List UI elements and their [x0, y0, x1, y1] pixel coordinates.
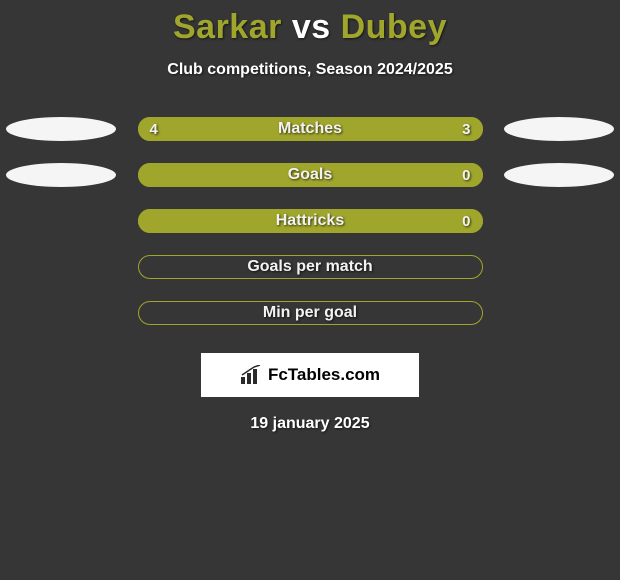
stat-bar: Goals per match: [138, 255, 483, 279]
stat-label: Min per goal: [138, 301, 483, 325]
player1-name: Sarkar: [173, 8, 282, 46]
stat-row: Goals per match: [0, 255, 620, 279]
stat-bar: 0Hattricks: [138, 209, 483, 233]
logo-text: FcTables.com: [268, 365, 380, 385]
stat-row: 0Hattricks: [0, 209, 620, 233]
comparison-title: Sarkar vs Dubey: [0, 0, 620, 47]
stat-bar: 0Goals: [138, 163, 483, 187]
stat-row: 0Goals: [0, 163, 620, 187]
player2-name: Dubey: [341, 8, 447, 46]
stat-label: Hattricks: [138, 209, 483, 233]
stat-label: Matches: [138, 117, 483, 141]
stat-row: 43Matches: [0, 117, 620, 141]
stat-bar: Min per goal: [138, 301, 483, 325]
player1-avatar-placeholder: [6, 163, 116, 187]
stat-row: Min per goal: [0, 301, 620, 325]
player1-avatar-placeholder: [6, 117, 116, 141]
subtitle: Club competitions, Season 2024/2025: [0, 61, 620, 79]
vs-text: vs: [292, 8, 331, 46]
player2-avatar-placeholder: [504, 117, 614, 141]
comparison-rows: 43Matches 0Goals 0Hattricks Goals per match…: [0, 117, 620, 325]
fctables-logo: FcTables.com: [201, 353, 419, 397]
player2-avatar-placeholder: [504, 163, 614, 187]
stat-label: Goals per match: [138, 255, 483, 279]
chart-icon: [240, 365, 262, 385]
date-text: 19 january 2025: [0, 415, 620, 433]
stat-bar: 43Matches: [138, 117, 483, 141]
stat-label: Goals: [138, 163, 483, 187]
